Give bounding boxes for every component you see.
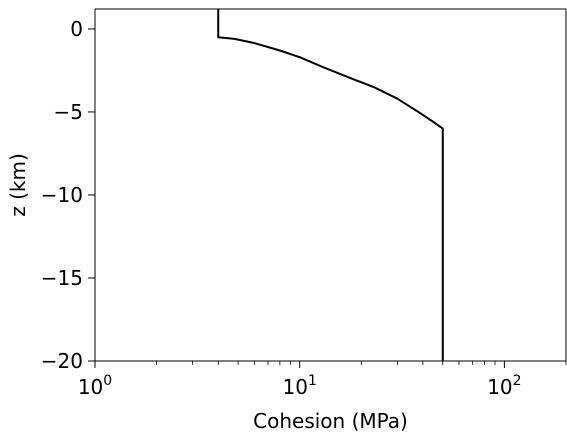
y-tick-label: −5 (54, 100, 83, 124)
plot-frame (94, 8, 567, 362)
x-axis-label: Cohesion (MPa) (253, 409, 408, 433)
x-tick-label-base: 10 (283, 375, 308, 399)
y-tick-label: −15 (41, 266, 83, 290)
x-tick-label-exponent: 2 (513, 373, 522, 389)
y-tick-label: −10 (41, 183, 83, 207)
x-tick-label-exponent: 0 (103, 373, 112, 389)
plot-layer (217, 9, 444, 361)
x-tick-label: 101 (283, 373, 317, 399)
x-tick-label: 102 (487, 373, 521, 399)
y-axis-label: z (km) (6, 153, 30, 217)
x-tick-label: 100 (78, 373, 112, 399)
y-tick-label: 0 (70, 17, 83, 41)
cohesion-series-line (217, 9, 444, 361)
x-tick-label-exponent: 1 (308, 373, 317, 389)
y-tick-label: −20 (41, 349, 83, 373)
x-tick-label-base: 10 (78, 375, 103, 399)
x-tick-label-base: 10 (487, 375, 512, 399)
